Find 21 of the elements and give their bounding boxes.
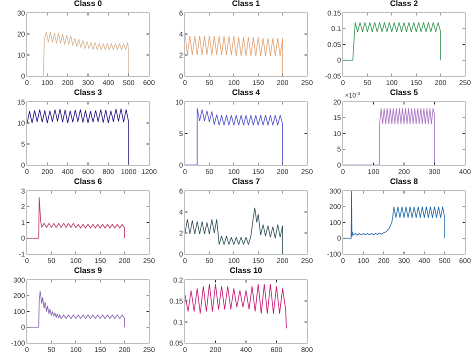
chart-title: Class 10	[230, 266, 263, 276]
chart-title: Class 6	[74, 177, 103, 186]
chart-title: Class 8	[390, 177, 419, 186]
line-series	[42, 32, 130, 76]
chart-title: Class 2	[390, 0, 419, 8]
line-series	[27, 108, 130, 165]
chart-title: Class 3	[74, 88, 103, 98]
line-series	[343, 191, 446, 239]
line-series	[185, 207, 283, 254]
chart-title: Class 1	[232, 0, 261, 8]
line-series	[185, 108, 283, 165]
chart-title: Class 4	[232, 88, 261, 98]
chart-title: Class 9	[74, 266, 103, 276]
line-series	[27, 290, 125, 328]
chart-title: Class 0	[74, 0, 103, 8]
chart-title: Class 5	[390, 88, 419, 98]
line-series	[185, 284, 287, 329]
line-series	[27, 196, 125, 239]
line-series	[185, 34, 283, 76]
chart-title: Class 7	[232, 177, 261, 186]
line-series	[343, 108, 435, 165]
